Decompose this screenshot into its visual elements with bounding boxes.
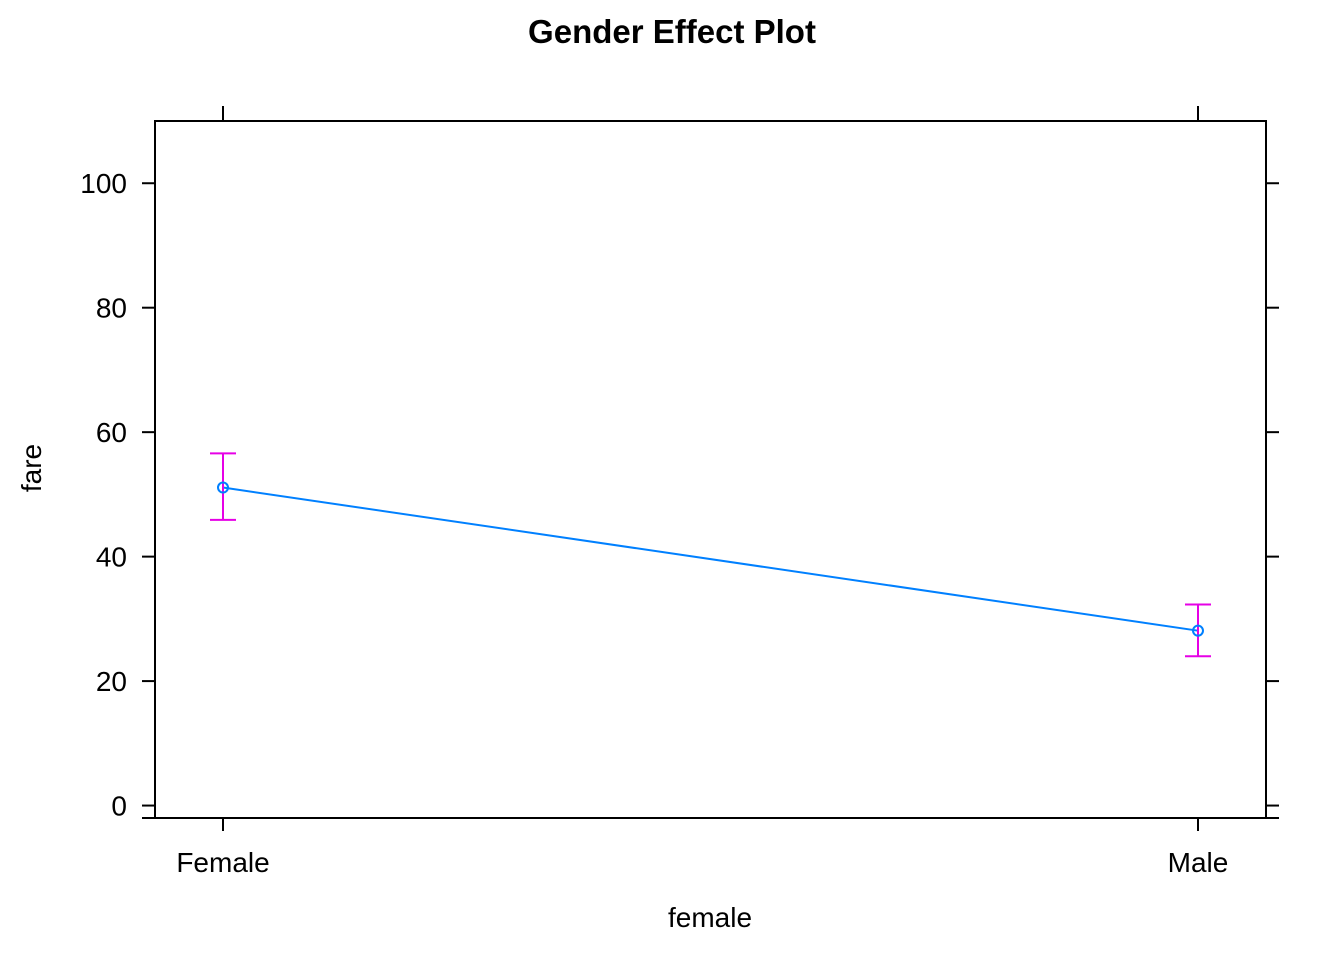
data-point [1192,624,1204,637]
y-tick-label: 100 [80,168,127,199]
x-tick-label: Male [1168,847,1229,878]
x-axis-label: female [668,902,752,933]
y-tick-label: 40 [96,542,127,573]
y-tick-label: 0 [111,791,127,822]
y-tick-label: 80 [96,293,127,324]
data-point [217,481,229,494]
marks-layer [210,452,1211,658]
y-tick-label: 60 [96,417,127,448]
y-tick-label: 20 [96,666,127,697]
x-tick-label: Female [176,847,269,878]
error-bar [1185,603,1211,658]
chart-title: Gender Effect Plot [528,13,816,50]
axes-layer: 0 20 40 60 80 100 Female Male [80,106,1279,878]
y-axis-label: fare [16,444,47,492]
plot-panel [154,120,1267,819]
error-bar [210,452,236,521]
series-line [222,486,1199,632]
